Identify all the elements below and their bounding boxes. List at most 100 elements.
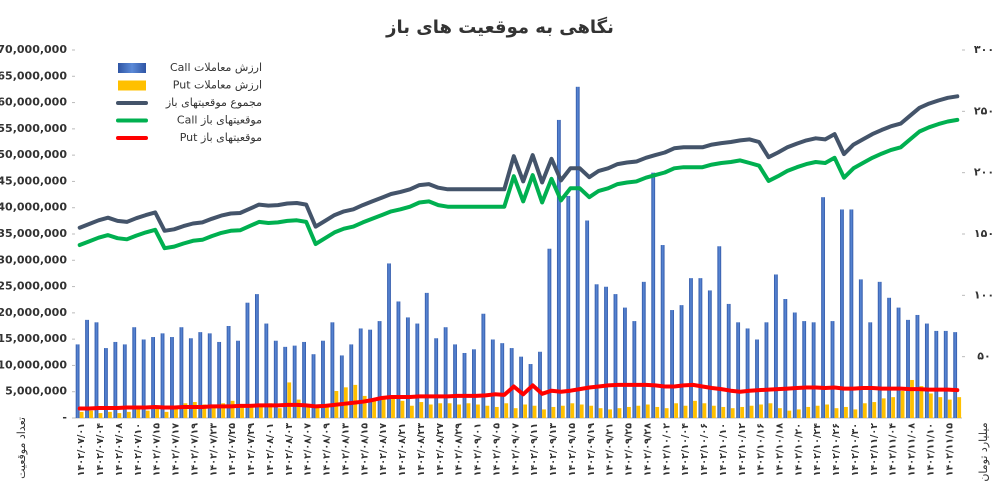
bar [325,404,329,418]
bar [906,319,910,418]
bar [910,379,914,418]
bar [834,408,839,418]
bar [853,409,858,418]
y-tick-label: - [62,411,67,424]
bar [721,406,726,418]
bar [443,327,448,418]
y-tick-label: 45,000,000 [0,174,67,187]
x-tick-label: ۱۴۰۲/۰۹/۱۵ [567,423,578,477]
bar [604,286,608,418]
line [77,94,960,233]
x-tick-label: ۱۴۰۲/۰۷/۰۱ [76,423,87,476]
bar [155,406,160,418]
bar [570,403,575,418]
bar [419,402,424,418]
x-tick-label: ۱۴۰۲/۱۰/۳۰ [850,423,861,476]
bar [330,322,335,418]
legend-label: موقعیتهای باز Put [180,131,262,144]
bar [711,405,716,418]
line [77,117,960,251]
bar [674,403,679,418]
bar [844,406,848,418]
bar [830,321,835,418]
x-tick-label: ۱۴۰۲/۰۸/۲۱ [397,423,408,476]
x-tick-label: ۱۴۰۲/۰۹/۲۵ [624,423,635,477]
bar [79,411,84,418]
bar [302,341,306,418]
bar [447,403,452,418]
bar [783,299,788,418]
bar [707,290,712,418]
bar [896,307,901,418]
x-tick-label: ۱۴۰۲/۰۸/۰۹ [322,423,333,477]
bar [409,405,414,418]
bar [188,338,193,418]
bar [249,404,254,418]
bar [221,403,226,418]
y-tick-label: 10,000,000 [0,358,67,371]
x-tick-label: ۱۴۰۲/۰۸/۲۳ [416,423,427,477]
bar [755,339,759,418]
bar [683,405,688,418]
bar [632,321,637,418]
bar [717,246,722,418]
bar [202,404,207,418]
bar [698,278,703,418]
bar [283,346,288,418]
bar [528,364,533,418]
legend-label: ارزش معاملات Call [170,61,262,74]
bar [321,340,325,418]
bar [485,405,490,418]
bar [306,405,310,418]
bar [796,409,801,418]
bar [405,317,410,418]
bar [877,281,882,418]
bar [849,209,854,418]
bar [745,328,750,418]
bar [627,406,631,418]
bar [490,339,495,418]
bar [613,294,618,418]
bar [396,301,401,418]
bar [462,352,467,418]
bar [160,333,165,418]
bar [802,321,807,418]
y-tick-label: 60,000,000 [0,96,67,109]
bar [457,404,461,418]
x-tick-label: ۱۴۰۲/۰۸/۰۳ [284,423,295,477]
bar [947,399,952,418]
x-tick-label: ۱۴۰۲/۱۱/۰۸ [907,423,918,477]
bar [264,323,269,418]
bar [585,220,590,418]
bar [164,411,169,418]
bar [730,408,735,418]
bar [259,406,263,418]
bar [811,322,816,418]
bar [117,413,122,418]
x-tick-label: ۱۴۰۲/۱۰/۲۰ [793,423,804,476]
bar [145,410,150,418]
bar [641,281,646,418]
x-tick-label: ۱۴۰۲/۱۰/۱۸ [774,423,785,477]
x-tick-label: ۱۴۰۲/۰۷/۲۹ [246,423,257,477]
y2-tick-label: ۱۵۰ [974,227,994,240]
bar [98,413,103,418]
y2-tick-label: ۲۵۰ [974,104,994,117]
y2-tick-label: ۱۰۰ [974,288,994,301]
bar [89,410,93,418]
x-tick-label: ۱۴۰۲/۱۰/۰۲ [661,423,672,477]
bar [415,323,420,418]
bar [104,348,108,418]
x-tick-label: ۱۴۰۲/۱۰/۲۴ [812,423,823,477]
bar [438,403,443,418]
bar [75,344,80,418]
x-tick-label: ۱۴۰۲/۱۱/۱۰ [925,423,936,476]
x-tick-label: ۱۴۰۲/۰۹/۱۹ [586,423,597,477]
bar [217,341,222,418]
y2-tick-label: ۲۰۰ [974,166,994,179]
bar [132,327,137,418]
legend-label: مجموع موقعیتهای باز [165,96,262,109]
bar [589,405,594,418]
bar [777,408,782,418]
bar [192,402,197,418]
